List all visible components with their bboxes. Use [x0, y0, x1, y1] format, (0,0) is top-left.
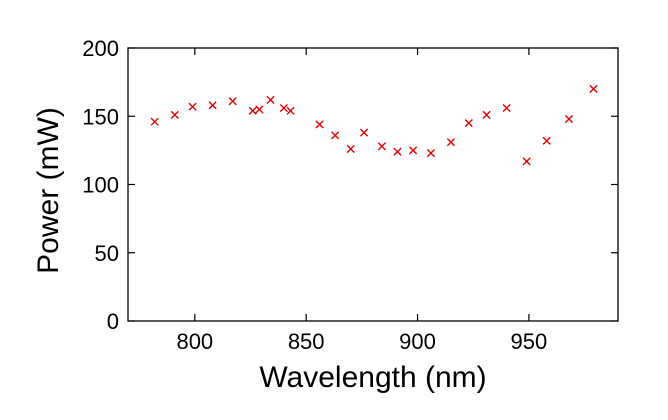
data-point: [208, 101, 217, 110]
data-point: [248, 106, 257, 115]
data-point: [522, 157, 531, 166]
data-point: [393, 147, 402, 156]
data-point: [279, 103, 289, 113]
data-point: [464, 118, 473, 128]
x-tick-label: 950: [511, 329, 548, 354]
data-point: [266, 95, 275, 104]
x-tick-label: 800: [176, 329, 213, 354]
data-points: [150, 84, 598, 166]
y-axis-title: Power (mW): [32, 107, 65, 274]
x-tick-label: 900: [399, 329, 436, 354]
data-point: [150, 117, 159, 126]
data-point: [502, 103, 511, 113]
data-point: [359, 128, 369, 137]
y-axis: 0 50 100 150 200: [82, 36, 618, 334]
data-point: [188, 102, 197, 111]
data-point: [564, 114, 574, 124]
y-tick-label: 200: [82, 36, 119, 61]
data-point: [315, 120, 324, 129]
y-tick-label: 0: [107, 309, 119, 334]
data-point: [426, 149, 436, 158]
data-point: [408, 146, 418, 155]
data-point: [346, 144, 355, 154]
plot-area: [127, 47, 619, 322]
data-point: [331, 131, 340, 140]
x-axis: 800 850 900 950: [176, 48, 547, 354]
data-point: [170, 110, 179, 119]
data-point: [542, 136, 551, 145]
data-point: [377, 142, 387, 151]
data-point: [228, 97, 237, 106]
x-axis-title: Wavelength (nm): [259, 361, 486, 394]
x-tick-label: 850: [288, 329, 325, 354]
data-point: [482, 110, 491, 119]
data-point: [286, 106, 295, 115]
data-point: [589, 84, 598, 94]
y-tick-label: 100: [82, 173, 119, 198]
data-point: [255, 105, 264, 114]
y-tick-label: 50: [95, 241, 119, 266]
y-tick-label: 150: [82, 104, 119, 129]
data-point: [446, 138, 456, 147]
plot-frame: [127, 47, 619, 322]
